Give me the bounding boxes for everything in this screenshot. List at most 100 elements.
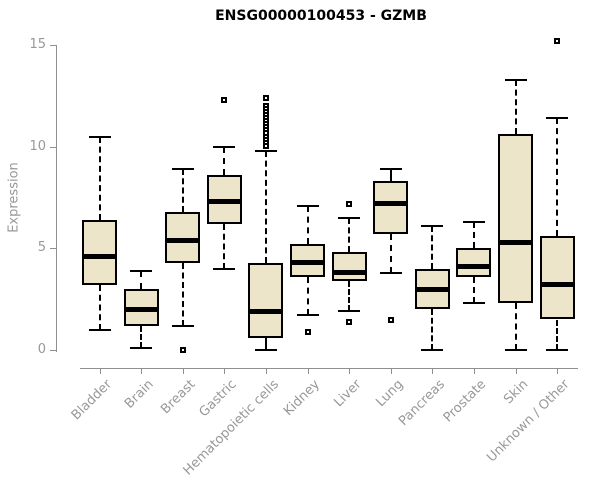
whisker-cap-high (296, 204, 319, 207)
median-line (123, 306, 159, 312)
box-skin (498, 134, 533, 304)
outlier-point (262, 142, 269, 149)
x-tick (349, 368, 351, 374)
x-category-label: Skin (500, 377, 532, 408)
upper-whisker (98, 136, 101, 220)
x-tick (557, 368, 559, 374)
median-line (206, 199, 242, 205)
outlier-point (221, 96, 228, 103)
box-hematopoietic-cells (248, 262, 284, 338)
box-prostate (456, 248, 492, 277)
box-unknown-other (539, 236, 575, 320)
whisker-cap-low (546, 349, 569, 351)
upper-whisker (472, 221, 475, 249)
lower-whisker (514, 303, 517, 350)
x-category-label: Brain (122, 377, 157, 412)
upper-whisker (223, 146, 226, 176)
whisker-cap-high (213, 145, 236, 148)
outlier-point (346, 200, 353, 207)
upper-whisker (514, 79, 517, 135)
box-breast (165, 211, 201, 263)
upper-whisker (348, 217, 351, 253)
median-line (290, 260, 325, 266)
upper-whisker (264, 150, 267, 263)
lower-whisker (140, 325, 143, 348)
whisker-cap-low (254, 349, 277, 351)
y-tick-label: 15 (29, 37, 46, 52)
whisker-cap-high (130, 269, 153, 272)
whisker-cap-low (130, 346, 153, 349)
median-line (82, 253, 117, 259)
x-category-label: Kidney (281, 377, 324, 419)
median-line (539, 282, 575, 288)
y-tick-label: 10 (29, 138, 46, 154)
y-tick (50, 248, 56, 250)
whisker-cap-high (254, 149, 277, 152)
median-line (498, 239, 533, 245)
box-lung (373, 181, 409, 235)
upper-whisker (306, 205, 309, 245)
whisker-cap-high (171, 168, 194, 171)
lower-whisker (431, 309, 434, 350)
whisker-cap-low (421, 349, 444, 351)
upper-whisker (389, 169, 392, 182)
upper-whisker (181, 169, 184, 212)
lower-whisker (556, 319, 559, 350)
median-line (248, 308, 284, 314)
x-axis-line (80, 368, 578, 369)
whisker-cap-high (379, 168, 402, 171)
outlier-point (346, 318, 353, 325)
whisker-cap-high (462, 220, 485, 223)
lower-whisker (98, 284, 101, 330)
y-tick-label: 0 (37, 342, 46, 357)
x-tick (473, 368, 475, 374)
outlier-point (387, 316, 394, 323)
x-category-label: Breast (158, 377, 199, 418)
median-line (456, 264, 492, 270)
upper-whisker (431, 225, 434, 269)
whisker-cap-high (338, 216, 361, 219)
median-line (331, 270, 367, 276)
whisker-cap-low (462, 302, 485, 305)
outlier-point (179, 347, 186, 353)
whisker-cap-low (171, 324, 194, 327)
box-bladder (82, 219, 117, 285)
x-tick (307, 368, 309, 374)
x-tick (515, 368, 517, 374)
whisker-cap-low (88, 328, 111, 331)
outlier-point (304, 328, 311, 335)
x-category-label: Lung (373, 377, 407, 411)
whisker-cap-low (296, 314, 319, 317)
y-axis-label: Expression (6, 162, 22, 233)
x-tick (265, 368, 267, 374)
y-tick (50, 45, 56, 46)
median-line (165, 237, 201, 243)
lower-whisker (223, 223, 226, 269)
whisker-cap-high (88, 135, 111, 138)
whisker-cap-low (379, 271, 402, 274)
x-tick (99, 368, 101, 374)
upper-whisker (556, 118, 559, 237)
y-tick (50, 146, 56, 148)
whisker-cap-low (504, 349, 527, 351)
y-tick-label: 5 (37, 240, 46, 256)
lower-whisker (264, 337, 267, 350)
outlier-point (262, 94, 269, 101)
whisker-cap-low (213, 267, 236, 270)
whisker-cap-low (338, 310, 361, 313)
x-tick (390, 368, 392, 374)
median-line (373, 201, 409, 207)
outlier-point (554, 37, 561, 44)
x-tick (141, 368, 143, 374)
box-liver (331, 252, 367, 281)
lower-whisker (306, 276, 309, 316)
x-tick (182, 368, 184, 374)
lower-whisker (389, 234, 392, 273)
y-axis-line (56, 45, 57, 352)
x-category-label: Prostate (441, 377, 490, 426)
lower-whisker (181, 262, 184, 326)
lower-whisker (348, 280, 351, 312)
chart-title: ENSG00000100453 - GZMB (215, 8, 427, 24)
lower-whisker (472, 276, 475, 304)
